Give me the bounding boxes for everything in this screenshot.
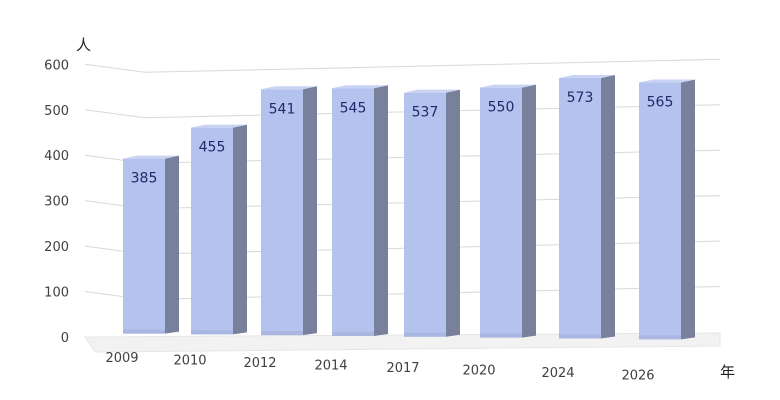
bar-base: [559, 334, 601, 339]
bar-top: [332, 85, 388, 89]
bar-side: [303, 86, 317, 336]
y-tick-label: 500: [44, 104, 69, 119]
bar-top: [639, 79, 695, 83]
x-tick-label: 2012: [243, 356, 276, 371]
y-tick-label: 600: [44, 58, 69, 73]
gridline: [144, 58, 721, 73]
y-axis-unit-label: 人: [76, 36, 91, 54]
bar-front: [332, 88, 374, 336]
bar-front: [404, 92, 446, 337]
x-tick-label: 2010: [173, 354, 206, 369]
bar-front: [639, 82, 681, 340]
data-label: 455: [199, 140, 226, 156]
bar-base: [404, 332, 446, 337]
x-tick-label: 2017: [386, 361, 419, 376]
bar-2024: 573: [559, 75, 615, 339]
bar-2010: 455: [191, 124, 247, 335]
data-label: 545: [340, 100, 367, 116]
data-label: 385: [131, 171, 158, 187]
data-label: 550: [488, 100, 515, 116]
bar-base: [639, 335, 681, 340]
bar-base: [191, 330, 233, 335]
y-tick-label: 0: [61, 331, 69, 346]
bar-front: [480, 87, 522, 338]
bar-front: [261, 89, 303, 336]
bar-top: [559, 75, 615, 79]
bar-base: [332, 331, 374, 336]
x-tick-label: 2026: [621, 369, 654, 384]
bar-top: [480, 84, 536, 88]
x-axis-unit-label: 年: [720, 363, 735, 381]
bar-front: [191, 127, 233, 335]
bar-top: [191, 124, 247, 128]
gridline-diagonal: [84, 109, 146, 119]
bar-side: [446, 89, 460, 337]
bar-side: [165, 155, 179, 334]
bar-side: [681, 79, 695, 340]
gridlines: [84, 58, 721, 353]
y-tick-label: 200: [44, 240, 69, 255]
bar-base: [480, 333, 522, 338]
bar-2009: 385: [123, 155, 179, 334]
bar-side: [233, 124, 247, 335]
bar-side: [601, 75, 615, 339]
bar-2020: 550: [480, 84, 536, 338]
floor-plane: [84, 332, 721, 353]
x-tick-label: 2014: [314, 359, 347, 374]
bar-top: [261, 86, 317, 90]
bars: 385 455 541 545 537 550 573 565: [123, 75, 695, 340]
data-label: 537: [412, 105, 439, 121]
x-tick-label: 2020: [462, 364, 495, 379]
bar-2026: 565: [639, 79, 695, 340]
data-label: 573: [567, 90, 594, 106]
bar-side: [522, 84, 536, 338]
data-label: 541: [269, 101, 296, 117]
bar-2012: 541: [261, 86, 317, 336]
x-tick-label: 2024: [541, 366, 574, 381]
bar-side: [374, 85, 388, 336]
y-tick-label: 300: [44, 195, 69, 210]
bar-top: [123, 155, 179, 159]
bar-front: [559, 78, 601, 339]
y-axis: 0 100 200 300 400 500 600: [44, 58, 69, 346]
bar-top: [404, 89, 460, 93]
bar-front: [123, 158, 165, 334]
y-tick-label: 400: [44, 149, 69, 164]
gridline-diagonal: [84, 63, 146, 73]
bar-base: [123, 329, 165, 334]
bar-base: [261, 331, 303, 336]
y-tick-label: 100: [44, 286, 69, 301]
bar-2014: 545: [332, 85, 388, 336]
bar-2017: 537: [404, 89, 460, 337]
x-tick-label: 2009: [105, 351, 138, 366]
x-axis: 2009 2010 2012 2014 2017 2020 2024 2026: [105, 351, 654, 384]
data-label: 565: [647, 95, 674, 111]
